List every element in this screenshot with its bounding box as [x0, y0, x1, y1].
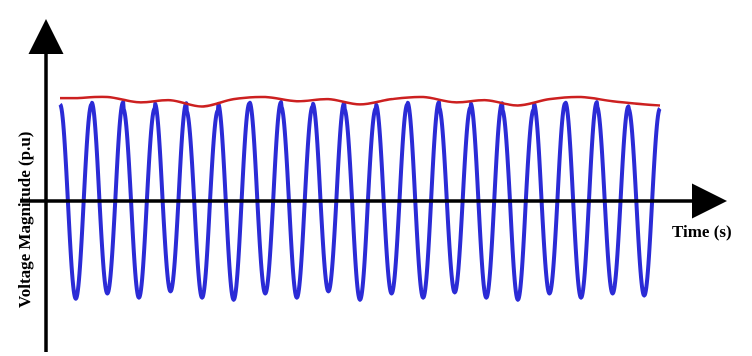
- chart-marks: [58, 95, 662, 302]
- envelope-series-line: [59, 95, 661, 108]
- y-axis-label: Voltage Magnitude (p.u): [15, 132, 34, 308]
- x-axis-label: Time (s): [672, 222, 732, 241]
- waveform-series-line: [58, 100, 662, 302]
